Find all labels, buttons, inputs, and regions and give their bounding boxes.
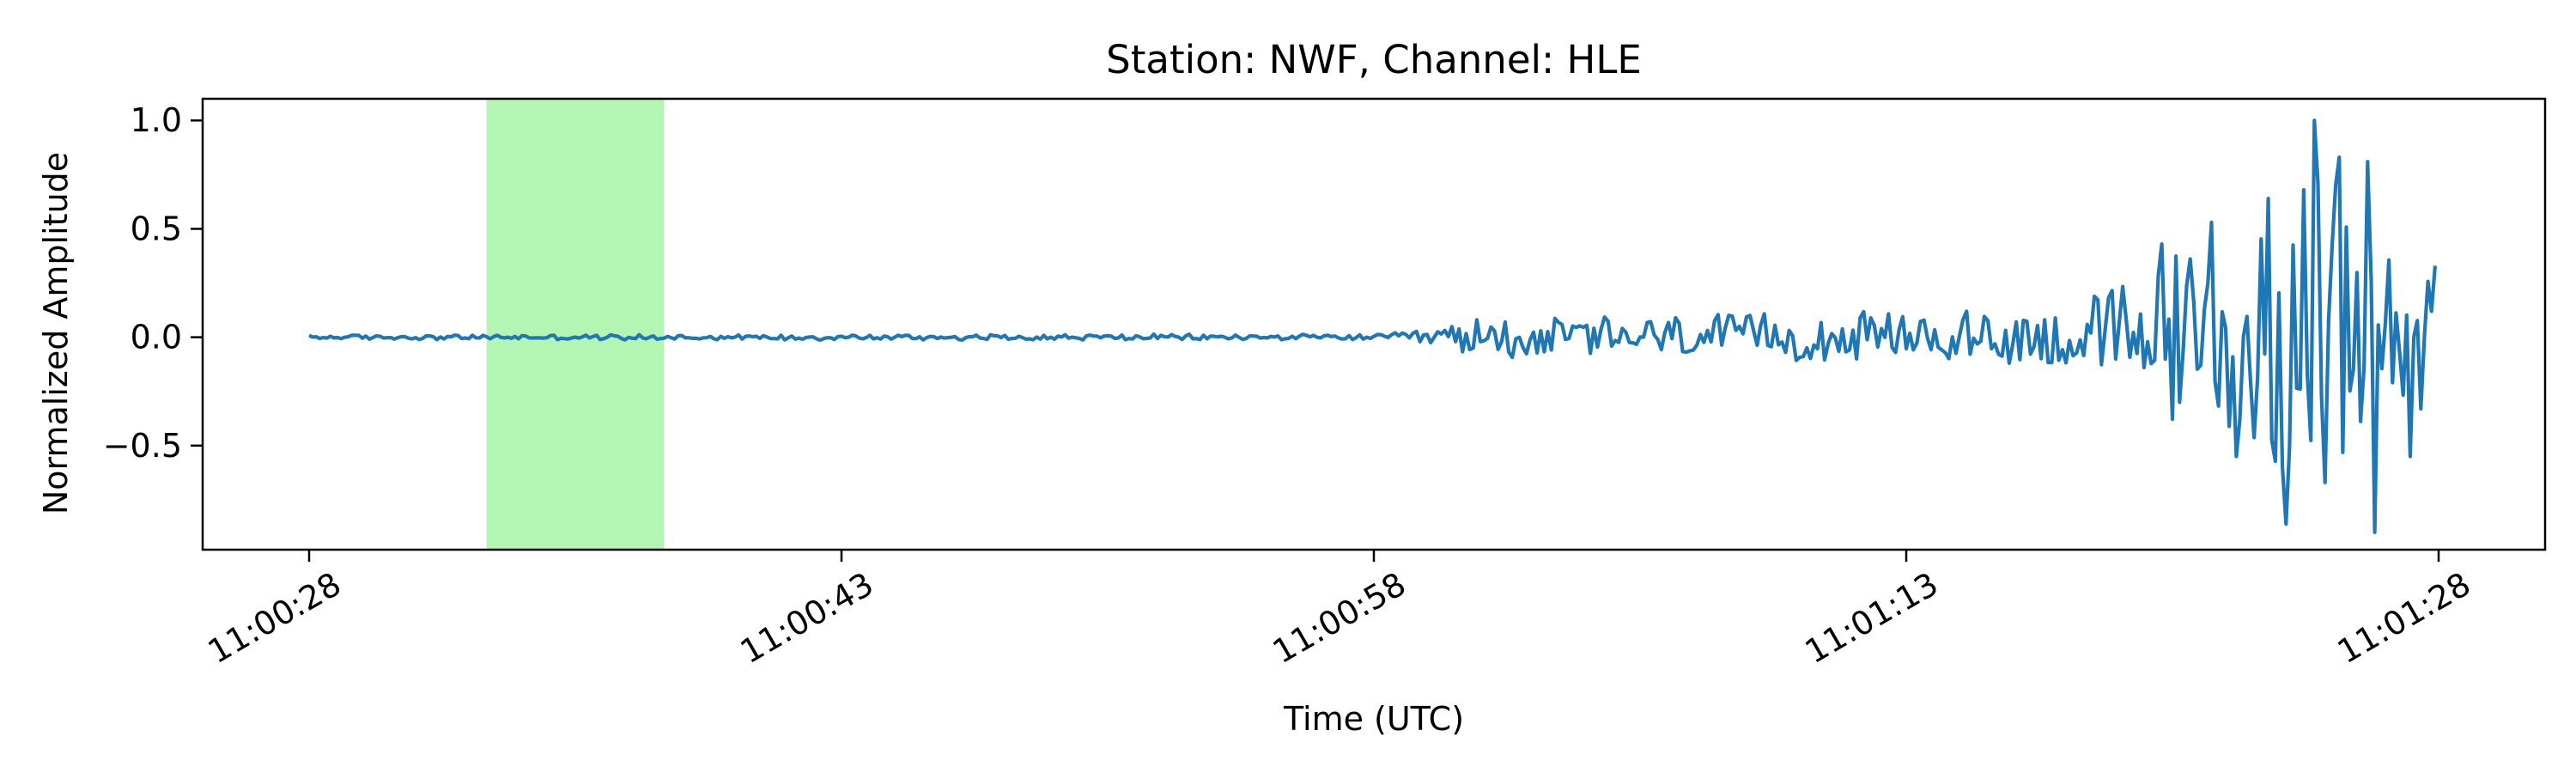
- y-tick-label: 1.0: [131, 101, 182, 139]
- y-tick-label: −0.5: [103, 427, 182, 465]
- y-tick-label: 0.5: [131, 210, 182, 247]
- waveform-line: [308, 119, 2437, 534]
- plot-frame: [201, 97, 2547, 551]
- y-tick-label: 0.0: [131, 319, 182, 356]
- x-axis-title: Time (UTC): [1283, 700, 1464, 738]
- y-axis-ticks: 1.0 0.5 0.0 −0.5: [103, 101, 203, 465]
- chart-title: Station: NWF, Channel: HLE: [1106, 37, 1642, 82]
- plot-layer: [308, 99, 2437, 550]
- highlight-window: [486, 99, 665, 550]
- y-axis-title: Normalized Amplitude: [37, 152, 75, 514]
